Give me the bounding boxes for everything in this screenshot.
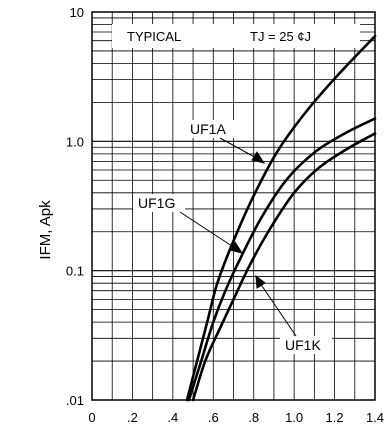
uf1g-label: UF1G (138, 195, 175, 211)
series-uf1a-line (185, 34, 377, 402)
uf1a-arrowhead (251, 151, 266, 164)
y-tick-label: 0.1 (66, 264, 84, 279)
x-tick-label: .6 (208, 410, 219, 425)
uf1k-label: UF1K (285, 337, 321, 353)
uf1k-arrowhead (255, 274, 266, 289)
uf1g-arrow-line (179, 211, 239, 251)
y-tick-label: 10 (70, 5, 84, 20)
typical-label: TYPICAL (127, 29, 181, 44)
series-uf1g-line (187, 117, 377, 402)
uf1k-label-backdrop (280, 336, 332, 354)
plot-frame (91, 11, 376, 401)
x-tick-label: 1.4 (366, 410, 384, 425)
uf1g-label-backdrop (133, 194, 185, 212)
uf1g-arrowhead (229, 241, 244, 254)
x-tick-label: .2 (127, 410, 138, 425)
x-tick-label: .8 (248, 410, 259, 425)
x-tick-label: 0 (88, 410, 95, 425)
uf1k-arrow-line (257, 279, 297, 337)
uf1a-label-backdrop (185, 120, 237, 138)
leader-arrows (179, 137, 297, 337)
uf1a-label: UF1A (190, 121, 226, 137)
y-tick-label: 1.0 (66, 134, 84, 149)
header-backdrop (112, 24, 360, 48)
curves (185, 34, 377, 402)
y-axis-label: IFM, Apk (37, 200, 54, 260)
tick-labels: 0 .2 .4 .6 .8 1.0 1.2 1.4 .01 0.1 1.0 10 (66, 5, 384, 425)
x-tick-label: 1.2 (326, 410, 344, 425)
uf1a-arrow-line (219, 137, 261, 161)
tj-label: TJ = 25 ¢J (250, 29, 311, 44)
x-tick-label: 1.0 (285, 410, 303, 425)
x-tick-label: .4 (167, 410, 178, 425)
y-tick-label: .01 (66, 393, 84, 408)
series-uf1k-line (191, 132, 377, 402)
